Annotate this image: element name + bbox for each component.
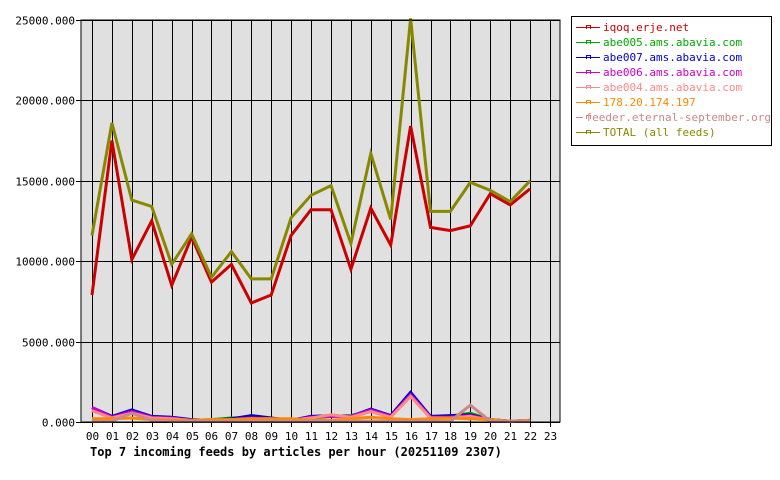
legend-label: abe007.ams.abavia.com <box>603 51 743 64</box>
legend-label: 178.20.174.197 <box>603 96 696 109</box>
legend-item: iqoq.erje.net <box>572 20 771 35</box>
x-tick-label: 01 <box>106 430 119 443</box>
legend-line-marker-icon <box>576 54 600 61</box>
x-tick-label: 06 <box>205 430 218 443</box>
y-axis-ticks: 0.000 5000.000 10000.000 15000.000 20000.000… <box>15 15 75 430</box>
legend-item: TOTAL (all feeds) <box>572 125 771 140</box>
x-tick-label: 09 <box>265 430 278 443</box>
chart-title: Top 7 incoming feeds by articles per hou… <box>90 445 502 459</box>
x-tick-label: 07 <box>225 430 238 443</box>
plot-frame <box>80 19 561 423</box>
y-tick-label: 5000.000 <box>22 337 75 350</box>
y-tick-label: 25000.000 <box>15 15 75 28</box>
legend-item: 178.20.174.197 <box>572 95 771 110</box>
x-tick-label: 12 <box>325 430 338 443</box>
x-tick-label: 17 <box>425 430 438 443</box>
legend-line-marker-icon <box>576 24 600 31</box>
legend: iqoq.erje.net abe005.ams.abavia.com abe007… <box>571 16 772 146</box>
legend-line-marker-icon <box>576 69 600 76</box>
y-tick-label: 0.000 <box>42 417 75 430</box>
x-tick-label: 16 <box>405 430 418 443</box>
x-tick-label: 23 <box>544 430 557 443</box>
x-tick-label: 19 <box>464 430 477 443</box>
series-line <box>92 403 531 423</box>
x-tick-label: 02 <box>126 430 139 443</box>
series-lines <box>90 18 532 423</box>
x-tick-label: 22 <box>524 430 537 443</box>
legend-line-marker-icon <box>576 84 600 91</box>
legend-line-marker-icon <box>576 39 600 46</box>
legend-label: TOTAL (all feeds) <box>603 126 716 139</box>
legend-label: iqoq.erje.net <box>603 21 690 34</box>
x-tick-label: 18 <box>444 430 457 443</box>
legend-label: abe004.ams.abavia.com <box>603 81 743 94</box>
vertical-gridlines <box>92 20 551 427</box>
legend-item: abe004.ams.abavia.com <box>572 80 771 95</box>
x-tick-label: 14 <box>365 430 379 443</box>
series-line <box>90 18 532 281</box>
legend-line-marker-icon <box>576 99 600 106</box>
x-tick-label: 15 <box>385 430 398 443</box>
x-tick-label: 10 <box>285 430 298 443</box>
plot-background <box>81 20 560 422</box>
legend-label: feeder.eternal-september.org <box>585 111 771 124</box>
y-tick-label: 10000.000 <box>15 256 75 269</box>
y-tick-label: 15000.000 <box>15 176 75 189</box>
legend-item: abe006.ams.abavia.com <box>572 65 771 80</box>
legend-label: abe005.ams.abavia.com <box>603 36 743 49</box>
x-axis-ticks: 00 01 02 03 04 05 06 07 08 09 10 11 12 13 14 15 16 17 18 19… <box>86 430 557 443</box>
x-tick-label: 13 <box>345 430 358 443</box>
legend-item: feeder.eternal-september.org <box>572 110 771 125</box>
x-tick-label: 04 <box>166 430 180 443</box>
x-tick-label: 03 <box>146 430 159 443</box>
legend-line-marker-icon <box>576 114 591 121</box>
x-tick-label: 00 <box>86 430 99 443</box>
x-tick-label: 11 <box>305 430 318 443</box>
x-tick-label: 20 <box>484 430 497 443</box>
x-tick-label: 08 <box>245 430 258 443</box>
x-tick-label: 05 <box>186 430 199 443</box>
legend-line-marker-icon <box>576 129 600 136</box>
legend-item: abe007.ams.abavia.com <box>572 50 771 65</box>
series-line <box>90 125 532 305</box>
y-tick-label: 20000.000 <box>15 95 75 108</box>
legend-item: abe005.ams.abavia.com <box>572 35 771 50</box>
x-tick-label: 21 <box>504 430 517 443</box>
legend-label: abe006.ams.abavia.com <box>603 66 743 79</box>
